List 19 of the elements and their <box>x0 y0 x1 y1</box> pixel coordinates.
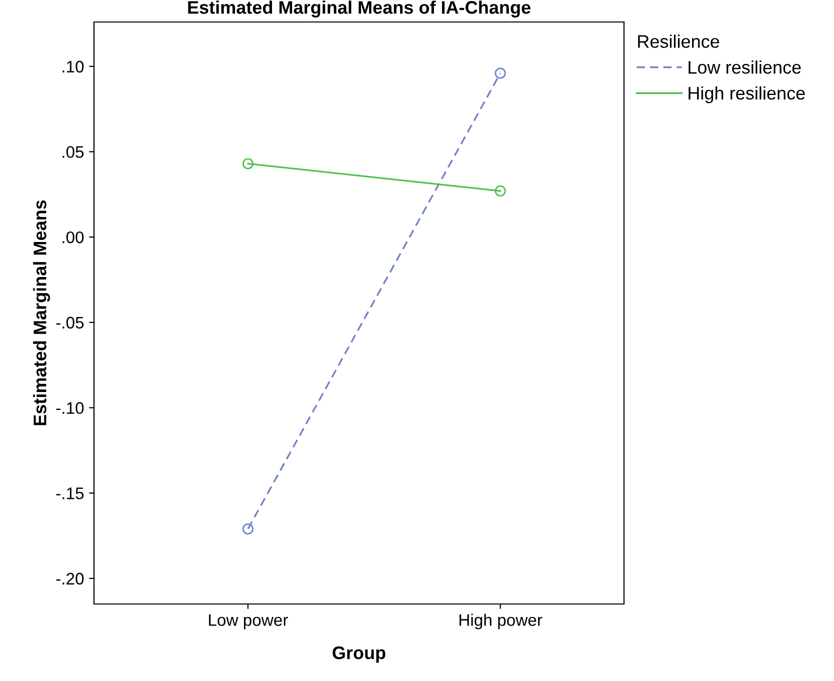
x-tick-label: High power <box>460 614 542 630</box>
legend-title: Resilience <box>638 34 720 48</box>
chart-title: Estimated Marginal Means of IA-Change <box>188 0 530 18</box>
point <box>242 523 254 534</box>
x-tick-label: Low power <box>209 614 288 630</box>
legend-label: Low resilience <box>688 60 801 74</box>
point <box>494 185 506 197</box>
point <box>494 68 506 79</box>
y-tick-label: -.20 <box>56 572 84 585</box>
y-tick-label: -.15 <box>56 488 84 500</box>
point <box>242 158 254 170</box>
y-tick-label: .00 <box>62 231 84 244</box>
y-tick-label: .05 <box>62 146 84 158</box>
y-axis-title: Estimated Marginal Means <box>33 200 50 426</box>
y-tick-label: .10 <box>62 60 84 73</box>
x-axis-title: Group <box>332 646 386 663</box>
y-tick-label: -.05 <box>56 316 84 329</box>
y-tick-label: -.10 <box>56 402 84 414</box>
legend-label: High resilience <box>688 86 805 104</box>
